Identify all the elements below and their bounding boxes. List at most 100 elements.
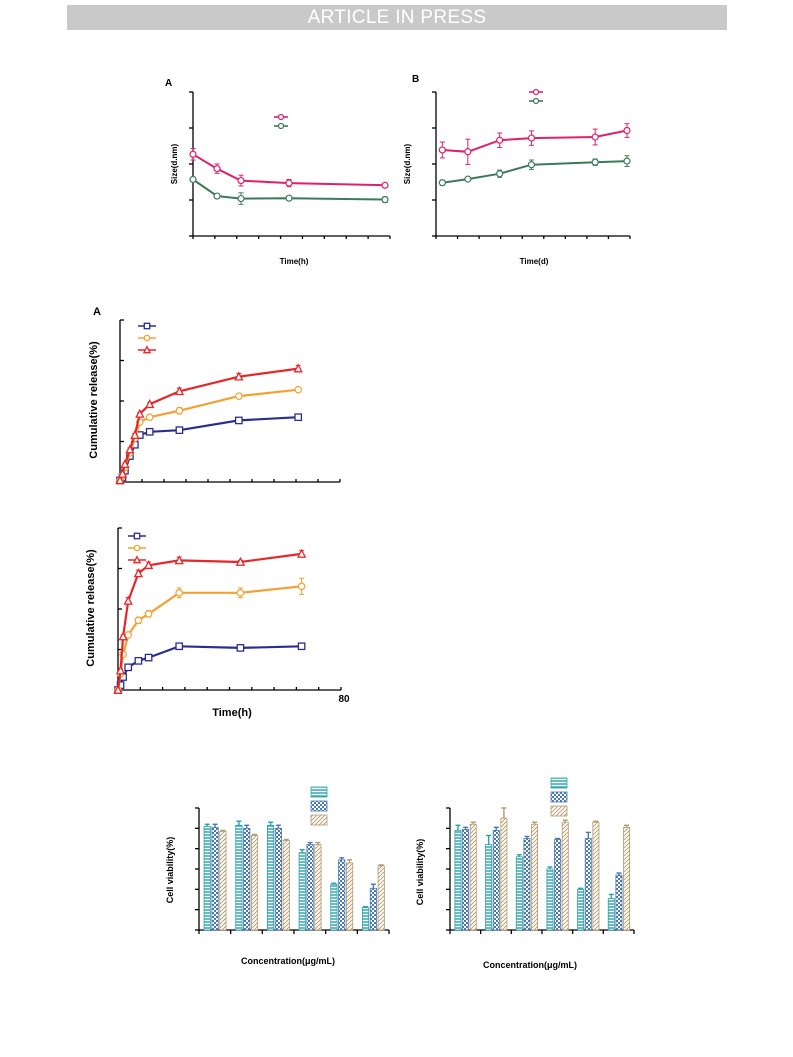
panel-label: A [93, 306, 101, 318]
data-point [527, 134, 536, 142]
legend-swatch-marker [532, 97, 540, 105]
bar [500, 817, 508, 931]
data-point [496, 136, 504, 144]
series-line [116, 585, 302, 691]
data-point [294, 385, 303, 394]
chart-viability-2: Concentration(μg/mL) Cell viability(%) [415, 777, 635, 970]
bar [454, 829, 462, 931]
bar [469, 823, 477, 931]
bar [492, 829, 500, 931]
data-point [133, 568, 144, 578]
bar [219, 830, 227, 931]
legend-swatch-marker [277, 113, 285, 121]
bar [615, 874, 623, 931]
bar [266, 824, 275, 931]
data-point [175, 588, 184, 597]
banner-text: ARTICLE IN PRESS [307, 6, 487, 28]
bar [485, 844, 493, 931]
data-point [381, 181, 389, 189]
bar [584, 838, 592, 931]
bar [314, 844, 322, 931]
bar [330, 883, 338, 931]
legend-swatch [550, 791, 568, 803]
bar [523, 838, 531, 931]
bar [592, 821, 600, 931]
data-point [235, 392, 243, 400]
series-1 [189, 113, 389, 189]
chart-viability-1: Concentration(μg/mL) Cell viability(%) [165, 786, 390, 966]
data-point [189, 175, 197, 184]
bar [306, 844, 314, 931]
data-point [297, 582, 306, 591]
data-point [175, 426, 184, 435]
data-point [285, 194, 293, 202]
data-point [623, 126, 631, 135]
data-point [235, 556, 246, 566]
chart-size-time-h: A Time(h) Size(d.nm) [165, 78, 391, 266]
series-line [442, 160, 628, 184]
y-axis-label: Size(d.nm) [170, 143, 179, 184]
bar [345, 862, 354, 931]
data-point [285, 179, 293, 187]
data-point [134, 616, 143, 625]
data-point [623, 157, 631, 165]
legend-swatch-marker [532, 88, 540, 96]
data-point [213, 165, 221, 173]
data-point [438, 146, 446, 154]
bar [235, 824, 243, 931]
bar-series-2 [211, 800, 377, 931]
series-line [118, 367, 299, 481]
data-point [118, 631, 128, 641]
series-1 [438, 88, 631, 165]
legend-swatch-marker [143, 322, 151, 330]
data-point [113, 684, 123, 694]
article-in-press-banner: ARTICLE IN PRESS [67, 5, 727, 30]
data-point [294, 413, 303, 422]
y-axis-label: Size(d.nm) [403, 143, 412, 184]
data-point [438, 179, 446, 187]
data-point [189, 150, 197, 158]
data-point [236, 644, 245, 652]
data-point [115, 665, 126, 675]
data-point [144, 653, 153, 662]
bar [515, 856, 523, 931]
series-line [119, 416, 299, 482]
data-point [135, 408, 145, 418]
chart-size-time-d: B Time(d) Size(d.nm) [403, 74, 631, 266]
legend-swatch [310, 800, 328, 812]
legend-swatch-marker [133, 544, 141, 552]
data-point [527, 161, 536, 169]
data-point [237, 176, 245, 185]
bar [561, 821, 569, 931]
bar [243, 827, 251, 931]
data-point [591, 133, 599, 141]
x-tick-label: 80 [338, 694, 350, 705]
data-point [117, 468, 128, 478]
data-point [174, 555, 184, 565]
series-3 [115, 345, 303, 485]
bar [531, 823, 539, 931]
x-axis-label: Time(d) [520, 257, 549, 266]
bar-series-1 [203, 786, 370, 931]
series-2 [438, 97, 631, 187]
chart-release-2: 80 Time(h) Cumulative release(%) [85, 527, 350, 719]
data-point [234, 371, 244, 381]
data-point [124, 663, 133, 672]
legend-swatch-marker [132, 555, 142, 564]
data-point [381, 196, 389, 204]
data-point [591, 158, 599, 166]
legend-swatch [550, 805, 568, 817]
bar [377, 865, 385, 931]
data-point [464, 175, 472, 183]
data-point [464, 148, 472, 156]
bar [211, 826, 219, 931]
data-point [213, 192, 221, 200]
series-line [116, 552, 302, 691]
bar-series-3 [469, 805, 631, 931]
y-axis-label: Cell viability(%) [165, 837, 175, 904]
y-axis-label: Cumulative release(%) [88, 341, 100, 459]
data-point [145, 427, 154, 436]
bar [282, 840, 290, 931]
bar [250, 835, 259, 931]
bar-series-3 [219, 814, 385, 931]
